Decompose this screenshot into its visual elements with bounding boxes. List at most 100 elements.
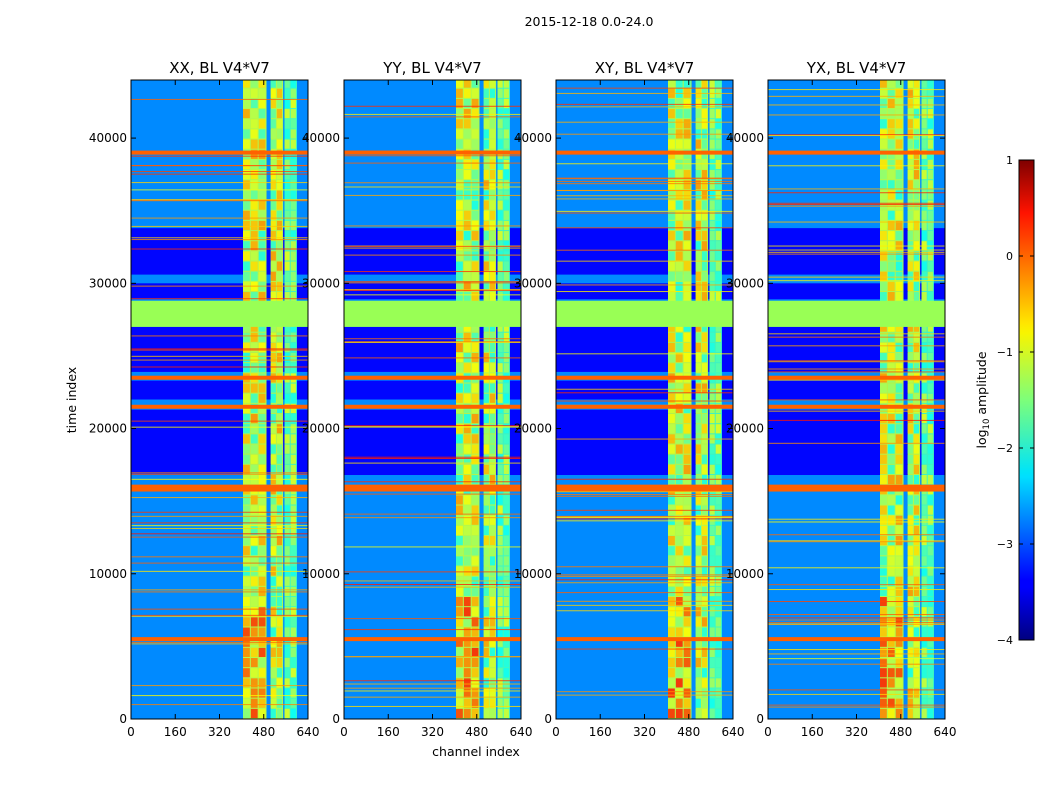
band-cell — [284, 668, 290, 678]
rfi-line — [131, 589, 308, 591]
band-cell — [921, 119, 927, 129]
band-cell — [880, 281, 887, 292]
band-cell — [668, 98, 675, 109]
band-cell — [683, 271, 691, 281]
rfi-line — [768, 567, 945, 569]
rfi-line — [131, 165, 308, 167]
band-cell — [887, 210, 895, 220]
band-cell — [250, 210, 258, 220]
band-cell — [290, 546, 296, 556]
band-cell — [683, 363, 691, 373]
band-cell — [284, 525, 290, 536]
band-cell — [503, 231, 509, 241]
band-cell — [675, 444, 683, 454]
band-cell — [270, 261, 276, 271]
band-cell — [683, 536, 691, 546]
band-cell — [250, 220, 258, 231]
band-cell — [456, 688, 463, 698]
band-cell — [695, 424, 701, 434]
band-cell — [927, 668, 933, 678]
band-cell — [907, 210, 913, 220]
band-cell — [463, 170, 471, 180]
band-cell — [683, 576, 691, 586]
band-cell — [276, 708, 283, 718]
y-tick-label: 20000 — [89, 422, 127, 436]
band-cell — [880, 515, 887, 525]
band-cell — [913, 576, 920, 586]
rfi-line — [768, 135, 945, 137]
panel-3: XY, BL V4*V70 160 320 480 640010000200003000… — [514, 59, 745, 739]
band-cell — [243, 332, 250, 342]
band-cell — [709, 170, 715, 180]
band-cell — [258, 231, 266, 241]
band-cell — [668, 159, 675, 170]
band-cell — [715, 292, 721, 302]
band-cell — [668, 322, 675, 332]
band-cell — [715, 322, 721, 332]
band-cell — [887, 556, 895, 566]
band-cell — [483, 454, 489, 464]
band-cell — [887, 271, 895, 281]
band-cell — [483, 414, 489, 424]
band-cell — [270, 414, 276, 424]
band-cell — [675, 353, 683, 363]
band-cell — [701, 80, 708, 88]
band-cell — [243, 261, 250, 271]
y-tick-label: 10000 — [89, 567, 127, 581]
band-cell — [270, 546, 276, 556]
band-cell — [243, 556, 250, 566]
band-cell — [463, 342, 471, 353]
band-cell — [668, 546, 675, 556]
band-cell — [290, 454, 296, 464]
band-cell — [290, 220, 296, 231]
band-cell — [880, 434, 887, 444]
band-cell — [913, 505, 920, 515]
band-cell — [243, 322, 250, 332]
band-cell — [921, 342, 927, 353]
band-cell — [927, 342, 933, 353]
band-cell — [471, 495, 479, 505]
band-cell — [907, 698, 913, 708]
band-cell — [276, 668, 283, 678]
band-cell — [683, 109, 691, 119]
band-cell — [284, 98, 290, 109]
band-cell — [489, 200, 496, 210]
rfi-line — [344, 690, 521, 692]
band-cell — [921, 627, 927, 637]
band-cell — [880, 363, 887, 373]
band-cell — [503, 342, 509, 353]
band-cell — [243, 159, 250, 170]
rfi-line — [344, 113, 521, 115]
rfi-line — [344, 583, 521, 585]
band-cell — [715, 515, 721, 525]
band-cell — [284, 647, 290, 658]
band-cell — [895, 180, 903, 190]
band-cell — [715, 342, 721, 353]
band-cell — [913, 322, 920, 332]
band-cell — [895, 322, 903, 332]
band-cell — [471, 505, 479, 515]
band-cell — [463, 678, 471, 688]
band-cell — [668, 637, 675, 647]
band-cell — [907, 566, 913, 576]
band-cell — [927, 546, 933, 556]
band-cell — [880, 505, 887, 515]
band-cell — [456, 495, 463, 505]
band-cell — [463, 698, 471, 708]
rfi-row — [768, 375, 945, 380]
x-tick-label: 0 — [552, 725, 560, 739]
band-cell — [503, 475, 509, 485]
band-cell — [276, 220, 283, 231]
band-cell — [913, 627, 920, 637]
band-cell — [270, 109, 276, 119]
band-cell — [284, 241, 290, 251]
band-cell — [895, 668, 903, 678]
band-cell — [276, 546, 283, 556]
band-cell — [880, 88, 887, 98]
band-cell — [243, 109, 250, 119]
rfi-line — [344, 493, 521, 495]
band-cell — [456, 546, 463, 556]
band-cell — [489, 414, 496, 424]
band-cell — [258, 495, 266, 505]
band-cell — [276, 88, 283, 98]
